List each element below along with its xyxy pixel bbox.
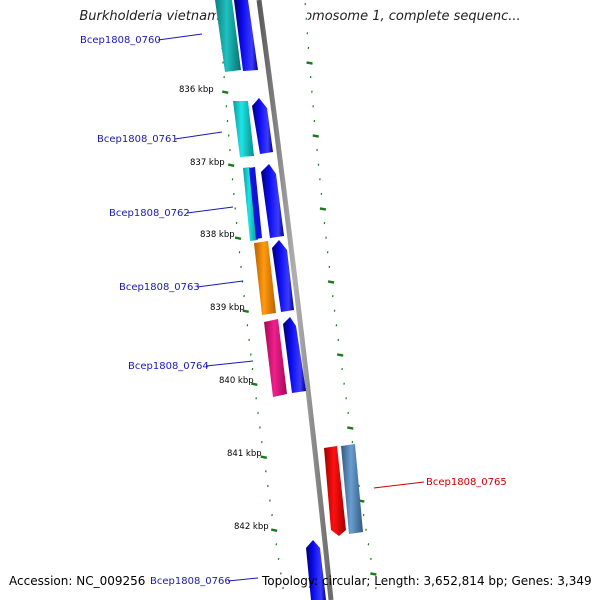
scale-tick-major [347, 426, 354, 430]
gene-0762-blue-small[interactable] [249, 167, 262, 239]
scale-tick-major [234, 236, 242, 240]
accession-text: Accession: NC_009256 [9, 574, 146, 588]
scale-tick-major [260, 455, 268, 459]
gene-label-0765[interactable]: Bcep1808_0765 [426, 477, 507, 488]
scale-label-839: 839 kbp [210, 303, 245, 313]
scale-tick-major [227, 163, 235, 167]
backbone-line [256, 0, 334, 600]
scale-tick-major [221, 90, 229, 94]
gene-0766-blue[interactable] [306, 540, 326, 600]
gene-0765-steel[interactable] [341, 444, 363, 534]
gene-label-0766[interactable]: Bcep1808_0766 [150, 576, 231, 587]
label-leaders [157, 33, 425, 582]
gene-0763-blue[interactable] [272, 240, 294, 312]
gene-0761-blue[interactable] [252, 98, 273, 154]
scale-tick-major [270, 528, 278, 532]
gene-label-0762[interactable]: Bcep1808_0762 [109, 208, 190, 219]
gene-0765-red[interactable] [324, 446, 346, 536]
gene-0764-blue[interactable] [283, 317, 306, 393]
scale-label-840: 840 kbp [219, 376, 254, 386]
scale-label-841: 841 kbp [227, 449, 262, 459]
scale-label-842: 842 kbp [234, 522, 269, 532]
gene-label-0760[interactable]: Bcep1808_0760 [80, 35, 161, 46]
scale-label-836: 836 kbp [179, 85, 214, 95]
scale-tick-major [242, 309, 249, 313]
gene-label-0764[interactable]: Bcep1808_0764 [128, 361, 209, 372]
scale-tick-major [370, 572, 377, 576]
gene-0762-cyan[interactable] [243, 167, 258, 241]
scale-tick-major [306, 61, 313, 65]
scale-ticks-outer [304, 3, 377, 590]
gene-0760-blue[interactable] [234, 0, 258, 71]
gene-label-0763[interactable]: Bcep1808_0763 [119, 282, 200, 293]
scale-tick-major [327, 280, 335, 284]
scale-label-838: 838 kbp [200, 230, 235, 240]
topology-text: Topology: circular; Length: 3,652,814 bp… [262, 574, 592, 588]
scale-tick-major [319, 207, 327, 211]
gene-0760-cyan[interactable] [215, 0, 241, 72]
gene-0762-blue[interactable] [261, 164, 284, 238]
gene-0764-pink[interactable] [264, 319, 287, 397]
gene-label-0761[interactable]: Bcep1808_0761 [97, 134, 178, 145]
gene-0763-orange[interactable] [254, 241, 276, 315]
scale-tick-major [312, 134, 319, 138]
scale-tick-major [336, 353, 344, 357]
gene-0761-cyan[interactable] [233, 101, 254, 157]
scale-label-837: 837 kbp [190, 158, 225, 168]
scale-tick-major [251, 382, 258, 386]
